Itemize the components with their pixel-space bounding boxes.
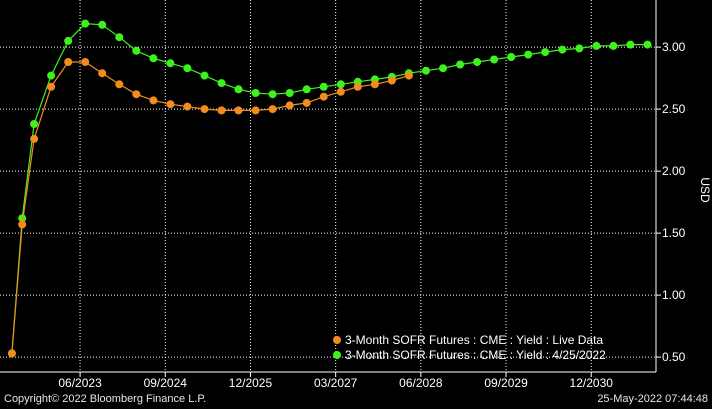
y-ticks: 0.50 1.00 1.50 2.00 2.50 3.00 — [656, 40, 686, 364]
data-point — [166, 59, 175, 68]
data-point — [234, 85, 243, 94]
data-point — [132, 90, 141, 99]
data-point — [200, 71, 209, 80]
data-point — [541, 48, 550, 57]
data-point — [81, 58, 90, 66]
data-point — [507, 53, 516, 61]
data-point — [7, 349, 16, 358]
data-point — [18, 220, 27, 229]
data-point — [473, 58, 482, 66]
legend-label-historical: 3-Month SOFR Futures : CME : Yield : 4/2… — [345, 348, 606, 362]
data-point — [183, 102, 192, 111]
x-tick-label: 06/2028 — [399, 376, 443, 390]
legend-marker-historical — [333, 351, 341, 359]
gridlines — [0, 0, 656, 372]
x-tick-label: 12/2030 — [570, 376, 614, 390]
data-point — [490, 55, 499, 64]
x-tick-label: 06/2023 — [58, 376, 102, 390]
data-point — [149, 96, 158, 105]
x-tick-label: 03/2027 — [314, 376, 358, 390]
data-point — [319, 92, 328, 101]
data-point — [268, 90, 277, 99]
data-point — [404, 71, 413, 80]
data-point — [285, 101, 294, 110]
data-point — [115, 80, 124, 89]
series-layer — [7, 19, 652, 358]
data-point — [18, 214, 27, 223]
data-point — [166, 100, 175, 109]
data-point — [285, 89, 294, 97]
data-point — [98, 20, 107, 29]
data-point — [183, 64, 192, 73]
y-tick-label: 1.50 — [662, 226, 686, 240]
x-tick-label: 12/2025 — [229, 376, 273, 390]
data-point — [524, 50, 533, 59]
data-point — [353, 82, 362, 91]
data-point — [268, 105, 277, 114]
data-point — [30, 120, 39, 128]
data-point — [30, 134, 39, 143]
data-point — [439, 64, 447, 73]
data-point — [626, 40, 635, 49]
data-point — [98, 69, 107, 78]
data-point — [575, 44, 584, 53]
data-point — [302, 85, 311, 94]
data-point — [609, 41, 618, 50]
data-point — [319, 82, 328, 91]
data-point — [64, 36, 73, 45]
y-tick-label: 0.50 — [662, 350, 686, 364]
data-point — [456, 60, 465, 69]
y-axis-label: USD — [698, 177, 712, 203]
legend: 3-Month SOFR Futures : CME : Yield : Liv… — [333, 333, 606, 362]
data-point — [132, 46, 141, 55]
data-point — [592, 41, 601, 50]
y-tick-label: 2.00 — [662, 164, 686, 178]
x-tick-label: 09/2024 — [144, 376, 188, 390]
data-point — [81, 19, 90, 28]
data-point — [64, 58, 73, 66]
data-point — [47, 82, 56, 91]
data-point — [217, 79, 226, 88]
data-point — [200, 105, 209, 114]
data-point — [370, 80, 379, 89]
data-point — [302, 98, 311, 107]
copyright-text: Copyright© 2022 Bloomberg Finance L.P. — [4, 393, 207, 405]
timestamp-text: 25-May-2022 07:44:48 — [597, 393, 708, 405]
data-point — [336, 87, 345, 96]
data-point — [422, 66, 430, 75]
data-point — [643, 40, 652, 49]
axes — [0, 0, 657, 373]
data-point — [558, 45, 567, 54]
data-point — [251, 89, 260, 97]
y-tick-label: 3.00 — [662, 40, 686, 54]
data-point — [217, 106, 226, 115]
data-point — [47, 71, 56, 80]
y-tick-label: 1.00 — [662, 288, 686, 302]
data-point — [251, 106, 260, 115]
legend-marker-live — [333, 336, 341, 344]
series-0 — [7, 58, 413, 358]
data-point — [387, 76, 396, 85]
data-point — [115, 33, 124, 42]
x-ticks: 06/2023 09/2024 12/2025 03/2027 06/2028 09/20… — [58, 372, 613, 390]
y-tick-label: 2.50 — [662, 102, 686, 116]
data-point — [336, 80, 345, 89]
data-point — [149, 54, 158, 63]
legend-label-live: 3-Month SOFR Futures : CME : Yield : Liv… — [345, 333, 603, 347]
data-point — [234, 106, 243, 115]
x-tick-label: 09/2029 — [484, 376, 528, 390]
